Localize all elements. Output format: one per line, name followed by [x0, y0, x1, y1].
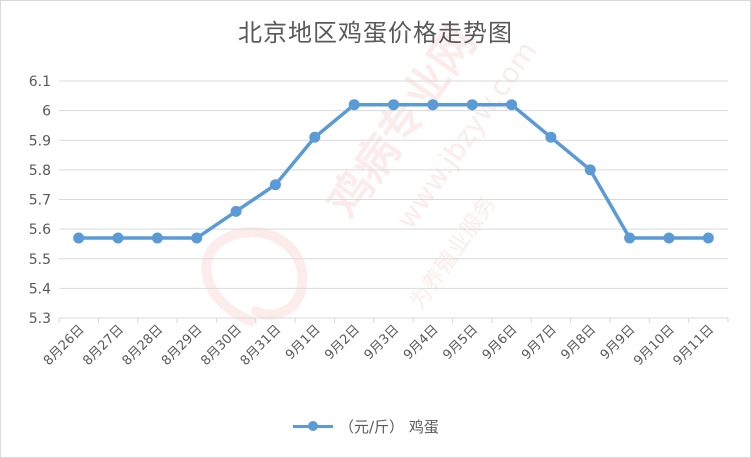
series-egg	[73, 99, 714, 244]
x-tick-labels: 8月26日8月27日8月28日8月29日8月30日8月31日9月1日9月2日9月…	[41, 322, 717, 369]
chart-title: 北京地区鸡蛋价格走势图	[238, 19, 513, 47]
x-tick-label: 9月4日	[401, 322, 442, 363]
x-tick-label: 8月28日	[120, 322, 167, 369]
y-axis: 5.3 5.4 5.5 5.6 5.7 5.8 5.9 6 6.1	[29, 74, 51, 327]
y-tick-label: 5.7	[29, 193, 51, 209]
data-point	[624, 232, 636, 244]
x-tick-label: 9月11日	[671, 322, 718, 369]
x-axis	[58, 317, 729, 323]
x-tick-label: 8月27日	[80, 322, 127, 369]
x-tick-label: 9月10日	[631, 322, 678, 369]
data-point	[427, 99, 439, 111]
data-point	[348, 99, 360, 111]
x-tick-label: 9月1日	[283, 322, 324, 363]
data-point	[112, 232, 124, 244]
y-tick-label: 6.1	[29, 74, 51, 90]
legend-marker-icon	[293, 421, 333, 431]
data-point	[191, 232, 203, 244]
data-point	[506, 99, 518, 111]
y-tick-label: 6	[42, 104, 51, 120]
data-point	[466, 99, 478, 111]
legend-label: （元/斤） 鸡蛋	[339, 417, 439, 436]
x-tick-label: 8月26日	[41, 322, 88, 369]
data-point	[584, 164, 596, 176]
y-tick-label: 5.8	[29, 163, 51, 179]
data-point	[151, 232, 163, 244]
y-tick-label: 5.6	[29, 222, 51, 238]
data-point	[545, 131, 557, 143]
x-tick-label: 9月3日	[362, 322, 403, 363]
data-point	[230, 205, 242, 217]
data-point	[309, 131, 321, 143]
y-tick-label: 5.9	[29, 133, 51, 149]
x-tick-label: 8月29日	[159, 322, 206, 369]
x-tick-label: 9月6日	[480, 322, 521, 363]
legend: （元/斤） 鸡蛋	[293, 414, 439, 438]
data-point	[269, 179, 281, 191]
x-tick-label: 8月30日	[198, 322, 245, 369]
series-line	[76, 102, 711, 240]
y-tick-label: 5.5	[29, 252, 51, 268]
data-point	[388, 99, 399, 111]
data-point	[702, 232, 714, 244]
data-point	[73, 232, 85, 244]
data-point	[663, 232, 675, 244]
y-tick-label: 5.4	[29, 281, 51, 297]
x-tick-label: 9月5日	[440, 322, 481, 363]
y-tick-label: 5.3	[29, 311, 51, 327]
x-tick-label: 8月31日	[238, 322, 285, 369]
grid-lines	[59, 80, 728, 319]
x-tick-label: 9月8日	[558, 322, 599, 363]
x-tick-label: 9月7日	[519, 322, 560, 363]
x-tick-label: 9月2日	[322, 322, 363, 363]
